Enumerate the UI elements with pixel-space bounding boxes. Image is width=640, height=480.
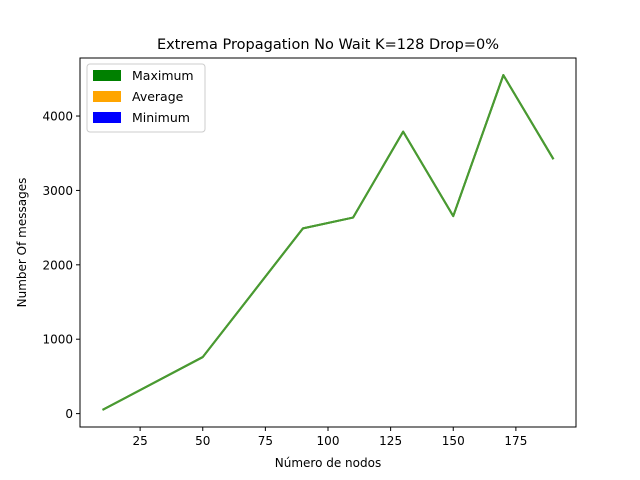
- x-tick-label: 50: [195, 434, 210, 448]
- x-tick-label: 100: [317, 434, 340, 448]
- y-axis-label: Number Of messages: [15, 178, 29, 308]
- x-tick-label: 125: [379, 434, 402, 448]
- plot-lines: [102, 74, 555, 411]
- legend-swatch-maximum: [93, 70, 121, 81]
- y-axis-ticks: 0 1000 2000 3000 4000: [42, 110, 80, 421]
- y-tick-label: 0: [65, 407, 73, 421]
- legend-label-average: Average: [132, 89, 184, 104]
- legend-swatch-minimum: [93, 112, 121, 123]
- x-tick-label: 150: [442, 434, 465, 448]
- y-tick-label: 1000: [42, 333, 73, 347]
- y-tick-label: 3000: [42, 184, 73, 198]
- legend-label-maximum: Maximum: [132, 68, 194, 83]
- x-axis-ticks: 25 50 75 100 125 150 175: [132, 427, 527, 448]
- x-tick-label: 25: [132, 434, 147, 448]
- x-axis-label: Número de nodos: [275, 456, 381, 470]
- legend: Maximum Average Minimum: [86, 63, 206, 133]
- x-tick-label: 75: [258, 434, 273, 448]
- legend-label-minimum: Minimum: [132, 110, 190, 125]
- y-tick-label: 2000: [42, 258, 73, 272]
- plot-frame: [79, 57, 577, 428]
- series-line-minimum: [102, 74, 555, 411]
- y-tick-label: 4000: [42, 110, 73, 124]
- x-tick-label: 175: [504, 434, 527, 448]
- chart-title: Extrema Propagation No Wait K=128 Drop=0…: [157, 37, 499, 53]
- legend-swatch-average: [93, 91, 121, 102]
